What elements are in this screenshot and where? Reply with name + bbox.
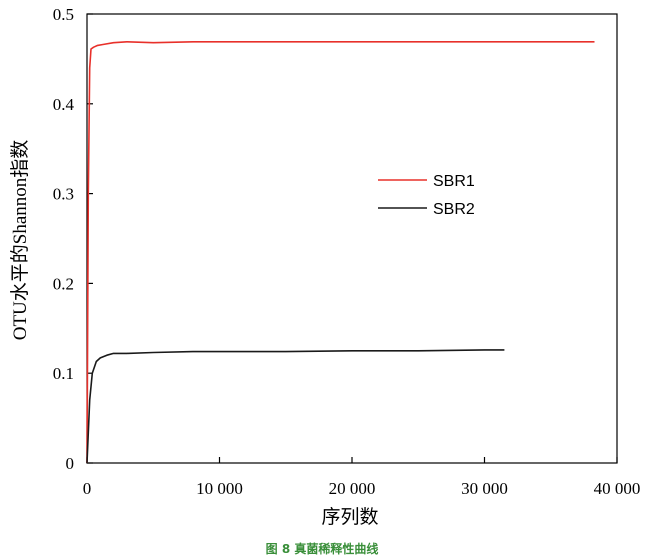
y-tick-label: 0.3 (53, 185, 74, 204)
y-tick-label: 0.1 (53, 364, 74, 383)
plot-border (86, 13, 618, 464)
y-tick-label: 0.4 (53, 95, 75, 114)
y-tick-label: 0 (66, 454, 75, 473)
legend-label-sbr2: SBR2 (433, 201, 475, 218)
x-axis-title: 序列数 (321, 506, 378, 528)
y-tick-label: 0.2 (53, 274, 74, 293)
x-tick-label: 30 000 (461, 479, 508, 498)
axis-ticks: 0 10 000 20 000 30 000 40 000 0 0.1 0.2 0.3 0.4 0.… (53, 5, 641, 498)
series-lines (86, 40, 595, 464)
x-tick-label: 40 000 (594, 479, 641, 498)
y-axis-title: OTU水平的Shannon指数 (9, 140, 31, 341)
figure-caption: 图 8 真菌稀释性曲线 (266, 541, 379, 556)
series-line-sbr2 (86, 349, 505, 464)
x-tick-label: 0 (83, 479, 92, 498)
legend: SBR1 SBR2 (378, 173, 475, 218)
x-tick-label: 10 000 (196, 479, 243, 498)
plot-frame (86, 13, 618, 464)
legend-label-sbr1: SBR1 (433, 173, 475, 190)
x-tick-label: 20 000 (329, 479, 376, 498)
y-tick-label: 0.5 (53, 5, 74, 24)
series-line-sbr1 (86, 40, 595, 464)
